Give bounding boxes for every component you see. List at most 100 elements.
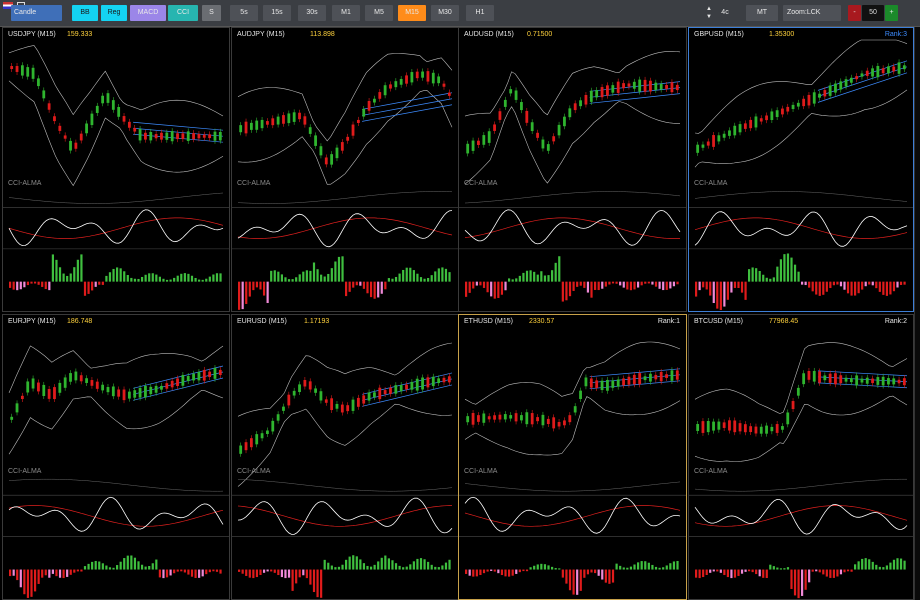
macd-histogram-bar	[270, 569, 273, 572]
macd-histogram-bar	[479, 569, 482, 576]
macd-histogram-bar	[790, 569, 793, 589]
regression-line	[589, 380, 681, 390]
timeframe-m1-button[interactable]: M1	[332, 5, 360, 21]
timeframe-5s-button[interactable]: 5s	[230, 5, 258, 21]
indicator-s-button[interactable]: S	[202, 5, 221, 21]
macd-histogram-bar	[140, 564, 144, 570]
macd-histogram-bar	[140, 276, 144, 282]
macd-histogram-bar	[55, 569, 58, 577]
macd-histogram-bar	[597, 281, 600, 291]
panel-price-label: 2330.57	[529, 318, 555, 325]
macd-histogram-bar	[878, 281, 881, 292]
macd-histogram-bar	[305, 569, 308, 579]
macd-histogram-bar	[737, 569, 740, 576]
timeframe-30s-button[interactable]: 30s	[298, 5, 326, 21]
candle-body	[202, 369, 206, 381]
zoom-minus-button[interactable]: -	[848, 5, 861, 21]
macd-histogram-bar	[198, 569, 201, 578]
chart-panel-audjpy[interactable]: AUDJPY (M15) 113.898 CCI-ALMA	[231, 27, 459, 312]
cci-alma-label: CCI-ALMA	[237, 180, 271, 188]
indicator-macd-button[interactable]: MACD	[130, 5, 166, 21]
macd-histogram-bar	[434, 271, 437, 282]
macd-histogram-bar	[854, 564, 857, 570]
indicator-reg-button[interactable]: Reg	[101, 5, 127, 21]
right-scrollbar[interactable]	[914, 27, 920, 600]
indicator-cci-button[interactable]: CCI	[168, 5, 198, 21]
macd-histogram-bar	[394, 563, 398, 570]
chart-panel-gbpusd[interactable]: GBPUSD (M15) 1.35300 Rank:3 CCI-ALMA	[688, 27, 914, 312]
macd-histogram-bar	[493, 281, 496, 299]
macd-histogram-bar	[533, 271, 536, 282]
zoom-value-field[interactable]: 50	[862, 5, 884, 21]
candle-body	[881, 68, 885, 74]
macd-histogram-bar	[412, 270, 415, 282]
candle-body	[90, 113, 94, 126]
candle-body	[638, 79, 642, 92]
chart-panel-eurjpy[interactable]: EURJPY (M15) 186.748 CCI-ALMA	[2, 314, 230, 600]
zoom-lock-button[interactable]: Zoom:LCK	[783, 5, 841, 21]
timeframe-15s-button[interactable]: 15s	[263, 5, 291, 21]
macd-histogram-bar	[583, 569, 586, 578]
chart-panel-btcusd[interactable]: BTCUSD (M15) 77968.45 Rank:2 CCI-ALMA	[688, 314, 914, 600]
candle-body	[303, 116, 307, 125]
macd-histogram-bar	[733, 569, 737, 578]
candle-body	[308, 127, 312, 134]
chart-canvas	[3, 345, 229, 598]
macd-histogram-bar	[665, 281, 668, 290]
chart-panel-eurusd[interactable]: EURUSD (M15) 1.17193 CCI-ALMA	[231, 314, 459, 600]
candle-body	[503, 99, 507, 107]
cci-alma-label: CCI-ALMA	[464, 180, 498, 188]
chart-type-dropdown[interactable]: Candle	[11, 5, 62, 21]
macd-histogram-bar	[762, 274, 765, 282]
macd-histogram-bar	[295, 569, 298, 584]
candle-body	[160, 132, 163, 140]
macd-histogram-bar	[405, 566, 408, 570]
macd-histogram-bar	[615, 563, 618, 570]
macd-histogram-bar	[12, 569, 15, 576]
candle-body	[276, 116, 280, 125]
candle-body	[881, 376, 885, 386]
chart-panel-audusd[interactable]: AUDUSD (M15) 0.71500 CCI-ALMA	[458, 27, 687, 312]
flag-icon[interactable]	[3, 2, 13, 9]
macd-histogram-bar	[316, 569, 319, 598]
mt-button[interactable]: MT	[746, 5, 778, 21]
candle-body	[477, 140, 480, 145]
macd-histogram-bar	[755, 569, 758, 575]
bollinger-lower	[8, 80, 224, 187]
macd-histogram-bar	[561, 569, 564, 578]
zoom-plus-button[interactable]: +	[885, 5, 898, 21]
cci-envelope	[464, 191, 681, 204]
macd-histogram-bar	[377, 281, 380, 298]
candle-body	[675, 84, 679, 91]
chart-panel-usdjpy[interactable]: USDJPY (M15) 159.333 CCI-ALMA	[2, 27, 230, 312]
candle-body	[606, 85, 609, 96]
timeframe-m15-button[interactable]: M15	[398, 5, 426, 21]
timeframe-m30-button[interactable]: M30	[431, 5, 459, 21]
count-stepper-icon[interactable]: ▲ ▼	[706, 6, 712, 20]
macd-histogram-bar	[493, 569, 496, 572]
macd-histogram-bar	[511, 569, 514, 576]
macd-histogram-bar	[525, 569, 529, 572]
candle-body	[42, 384, 46, 396]
macd-histogram-bar	[173, 569, 176, 574]
indicator-bb-button[interactable]: BB	[72, 5, 98, 21]
candle-body	[584, 94, 588, 105]
chart-canvas	[459, 341, 686, 595]
macd-histogram-bar	[776, 266, 779, 282]
candle-body	[282, 406, 285, 411]
macd-histogram-bar	[248, 281, 251, 297]
macd-histogram-bar	[391, 278, 394, 282]
bollinger-upper	[8, 345, 224, 394]
timeframe-m5-button[interactable]: M5	[365, 5, 393, 21]
macd-histogram-bar	[312, 262, 316, 282]
chart-panel-ethusd[interactable]: ETHUSD (M15) 2330.57 Rank:1 CCI-ALMA	[458, 314, 687, 600]
candle-body	[649, 80, 652, 92]
macd-histogram-bar	[843, 569, 846, 573]
chart-grid: USDJPY (M15) 159.333 CCI-ALMA AUDJPY (M15) 1…	[0, 27, 920, 600]
macd-histogram-bar	[291, 279, 294, 282]
candle-body	[477, 415, 480, 422]
macd-histogram-bar	[475, 569, 478, 577]
macd-histogram-bar	[441, 267, 444, 282]
macd-histogram-bar	[783, 254, 786, 282]
timeframe-h1-button[interactable]: H1	[466, 5, 494, 21]
